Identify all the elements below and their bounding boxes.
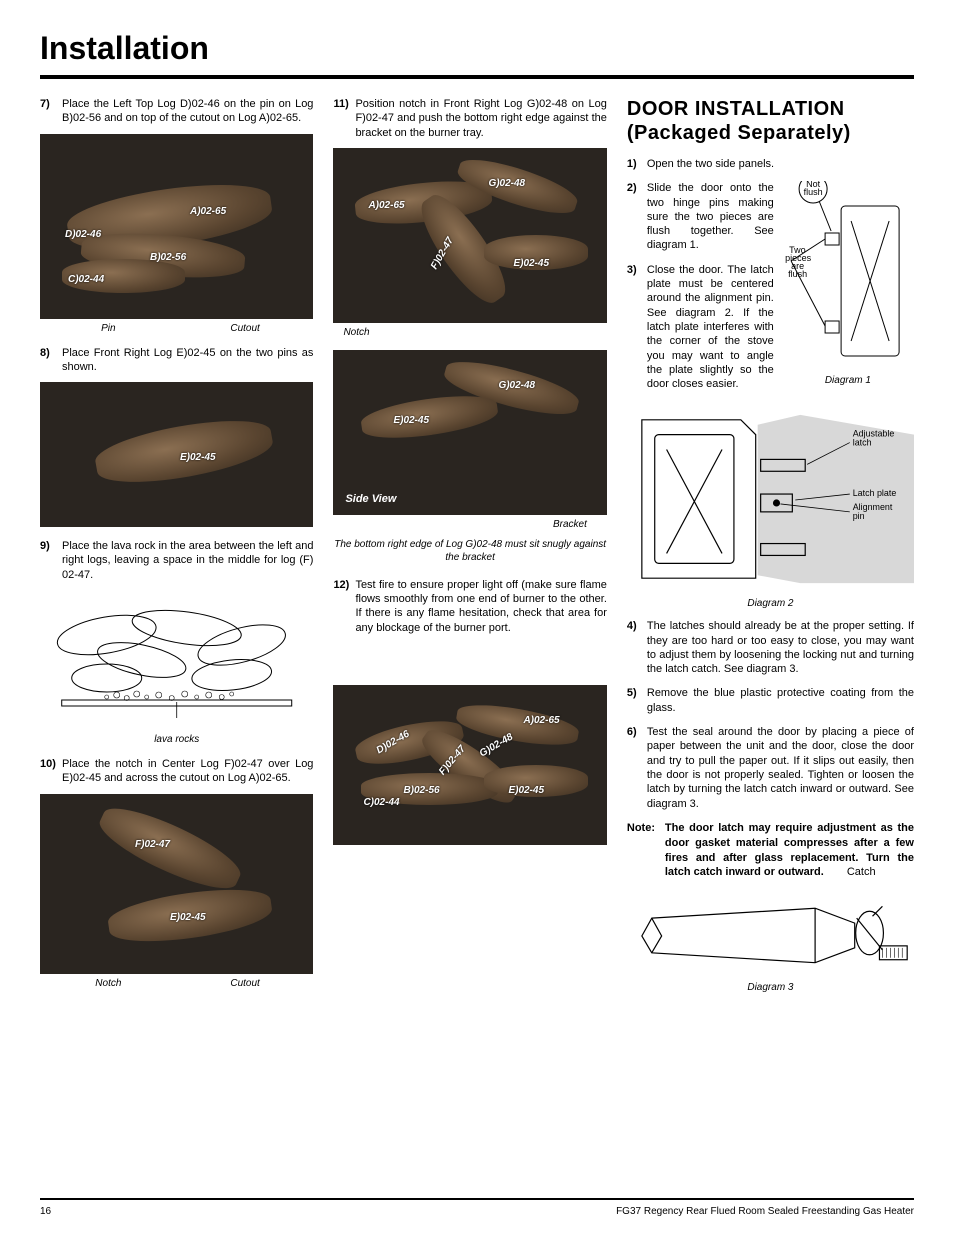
step-text: Open the two side panels. [647,157,914,171]
photo-step10: F)02-47 E)02-45 [40,794,313,974]
door-step-4: 4) The latches should already be at the … [627,619,914,676]
column-left: 7) Place the Left Top Log D)02-46 on the… [40,97,313,1003]
step-number: 4) [627,619,647,676]
photo-label: A)02-65 [368,200,404,211]
photo-label: E)02-45 [180,452,216,463]
step-text: Test fire to ensure proper light off (ma… [355,578,606,635]
door-install-heading: DOOR INSTALLATION (Packaged Separately) [627,97,914,145]
svg-text:flush: flush [803,187,822,197]
step-text: Close the door. The latch plate must be … [647,263,774,392]
step-7: 7) Place the Left Top Log D)02-46 on the… [40,97,313,126]
step-number: 12) [333,578,355,635]
step-text: Place Front Right Log E)02-45 on the two… [62,346,313,375]
step-text: The latches should already be at the pro… [647,619,914,676]
footer-product-name: FG37 Regency Rear Flued Room Sealed Free… [616,1206,914,1217]
photo-label: C)02-44 [363,797,399,808]
step-text: Slide the door onto the two hinge pins m… [647,181,774,252]
svg-text:flush: flush [788,269,807,279]
step-number: 1) [627,157,647,171]
footer-page-number: 16 [40,1206,51,1217]
step-text: Place the notch in Center Log F)02-47 ov… [62,757,313,786]
svg-text:Latch plate: Latch plate [853,488,897,498]
step-number: 7) [40,97,62,126]
photo7-caption: Pin Cutout [40,323,313,334]
diagram-1: Not flush Two pieces are flush [782,181,914,371]
step-9: 9) Place the lava rock in the area betwe… [40,539,313,582]
photo-label: B)02-56 [150,252,186,263]
photo-label: E)02-45 [170,912,206,923]
page-footer: 16 FG37 Regency Rear Flued Room Sealed F… [40,1198,914,1217]
step-text: Position notch in Front Right Log G)02-4… [355,97,606,140]
caption-bracket: Bracket [333,519,606,530]
caption-lavarocks: lava rocks [40,734,313,745]
page-title: Installation [40,30,914,67]
column-middle: 11) Position notch in Front Right Log G)… [333,97,606,1003]
photo-label: G)02-48 [498,380,535,391]
svg-text:pin: pin [853,511,865,521]
step-8: 8) Place Front Right Log E)02-45 on the … [40,346,313,375]
photo-step12: A)02-65 D)02-46 G)02-48 F)02-47 B)02-56 … [333,685,606,845]
photo-label: A)02-65 [523,715,559,726]
photo-label: F)02-47 [135,839,170,850]
title-rule [40,75,914,79]
step-number: 9) [40,539,62,582]
catch-label: Catch [847,866,876,878]
caption-notch: Notch [333,327,606,338]
door-step-5: 5) Remove the blue plastic protective co… [627,686,914,715]
caption-bracket-note: The bottom right edge of Log G)02-48 mus… [333,538,606,564]
drawing-lavarocks [40,590,313,730]
diagram2-caption: Diagram 2 [627,598,914,609]
photo-label: C)02-44 [68,274,104,285]
step-11: 11) Position notch in Front Right Log G)… [333,97,606,140]
step-number: 6) [627,725,647,811]
door-step-3: 3) Close the door. The latch plate must … [627,263,774,392]
step-number: 8) [40,346,62,375]
step-number: 10) [40,757,62,786]
caption-cutout: Cutout [177,978,314,989]
step-number: 3) [627,263,647,392]
photo10-caption: Notch Cutout [40,978,313,989]
photo-label: B)02-56 [403,785,439,796]
note-label: Note: [627,821,665,880]
photo-step8: E)02-45 [40,382,313,527]
caption-cutout: Cutout [177,323,314,334]
door-step2-diagram1-wrap: 2) Slide the door onto the two hinge pin… [627,181,914,396]
caption-pin: Pin [40,323,177,334]
photo-step7: A)02-65 D)02-46 B)02-56 C)02-44 [40,134,313,319]
door-step-6: 6) Test the seal around the door by plac… [627,725,914,811]
photo-step11b: G)02-48 E)02-45 Side View [333,350,606,515]
column-right: DOOR INSTALLATION (Packaged Separately) … [627,97,914,1003]
door-step-2: 2) Slide the door onto the two hinge pin… [627,181,774,252]
note-text: The door latch may require adjustment as… [665,821,914,880]
step-10: 10) Place the notch in Center Log F)02-4… [40,757,313,786]
photo-label: E)02-45 [508,785,544,796]
diagram-2: Adjustable latch Latch plate Alignment p… [627,404,914,594]
svg-text:latch: latch [853,438,872,448]
content-columns: 7) Place the Left Top Log D)02-46 on the… [40,97,914,1003]
diagram-3 [627,888,914,978]
note-body: The door latch may require adjustment as… [665,822,914,879]
overlay-sideview: Side View [345,493,396,505]
door-note: Note: The door latch may require adjustm… [627,821,914,880]
step-number: 2) [627,181,647,252]
caption-notch: Notch [40,978,177,989]
photo-step11a: G)02-48 A)02-65 F)02-47 E)02-45 [333,148,606,323]
step-text: Place the Left Top Log D)02-46 on the pi… [62,97,313,126]
step-text: Test the seal around the door by placing… [647,725,914,811]
photo-label: E)02-45 [393,415,429,426]
diagram3-caption: Diagram 3 [627,982,914,993]
step-text: Place the lava rock in the area between … [62,539,313,582]
door-step-1: 1) Open the two side panels. [627,157,914,171]
photo-label: G)02-48 [488,178,525,189]
step-12: 12) Test fire to ensure proper light off… [333,578,606,635]
step-number: 5) [627,686,647,715]
diagram1-caption: Diagram 1 [782,375,914,386]
photo-label: D)02-46 [65,229,101,240]
step-number: 11) [333,97,355,140]
step-text: Remove the blue plastic protective coati… [647,686,914,715]
photo-label: E)02-45 [513,258,549,269]
photo-label: A)02-65 [190,206,226,217]
